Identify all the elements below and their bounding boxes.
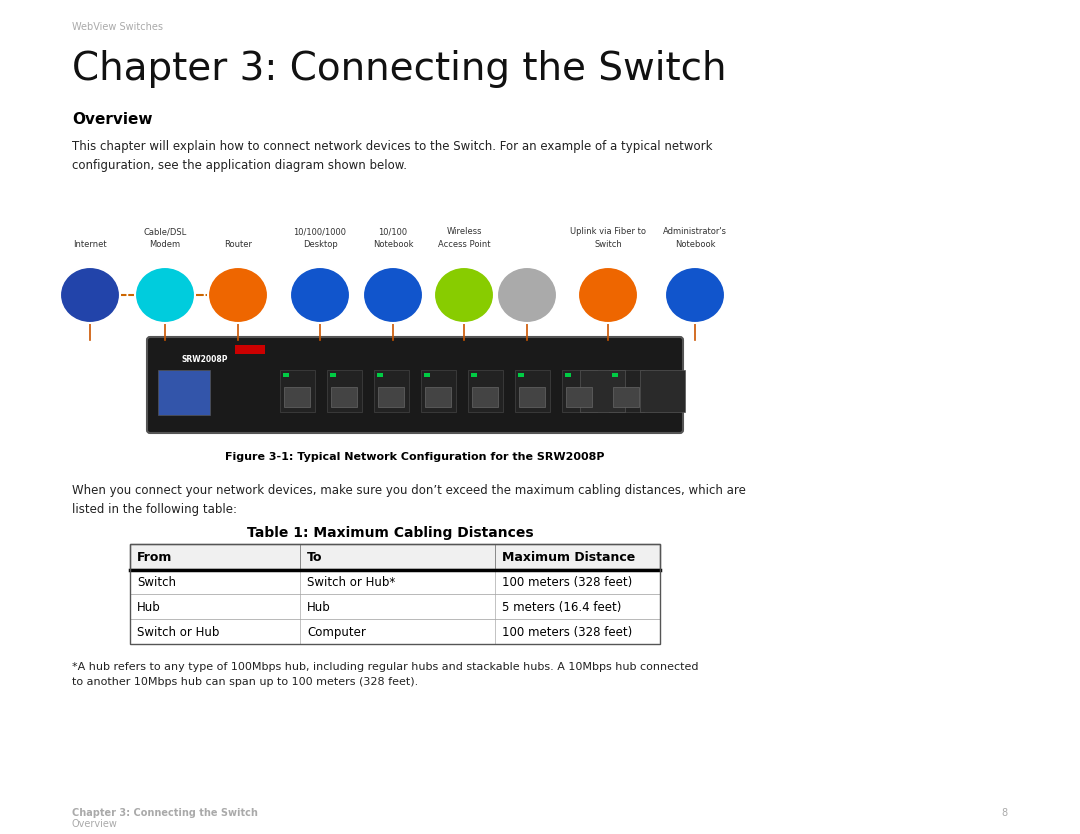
- Text: 8: 8: [1002, 808, 1008, 818]
- Ellipse shape: [665, 267, 725, 323]
- Ellipse shape: [434, 267, 494, 323]
- Text: Access Point: Access Point: [437, 240, 490, 249]
- Text: Hub: Hub: [307, 601, 330, 614]
- FancyBboxPatch shape: [147, 337, 683, 433]
- Bar: [471, 373, 477, 377]
- Text: Desktop: Desktop: [302, 240, 337, 249]
- Ellipse shape: [374, 277, 413, 314]
- Bar: [562, 370, 597, 412]
- Ellipse shape: [363, 267, 423, 323]
- Text: Modem: Modem: [149, 240, 180, 249]
- Bar: [519, 387, 545, 407]
- Text: Table 1: Maximum Cabling Distances: Table 1: Maximum Cabling Distances: [246, 526, 534, 540]
- Text: To: To: [307, 551, 323, 564]
- Text: WebView Switches: WebView Switches: [72, 22, 163, 32]
- Ellipse shape: [146, 277, 185, 314]
- Bar: [518, 373, 524, 377]
- Bar: [424, 373, 430, 377]
- Text: Internet: Internet: [73, 240, 107, 249]
- Text: Administrator's: Administrator's: [663, 227, 727, 236]
- Bar: [130, 569, 660, 594]
- Text: Notebook: Notebook: [373, 240, 414, 249]
- Bar: [280, 370, 315, 412]
- Ellipse shape: [70, 277, 109, 314]
- Text: Maximum Distance: Maximum Distance: [502, 551, 635, 564]
- Bar: [330, 373, 336, 377]
- Bar: [613, 387, 639, 407]
- Text: Notebook: Notebook: [675, 240, 715, 249]
- Text: Chapter 3: Connecting the Switch: Chapter 3: Connecting the Switch: [72, 50, 727, 88]
- Bar: [158, 370, 210, 415]
- Bar: [235, 345, 265, 354]
- Bar: [468, 370, 503, 412]
- Bar: [284, 387, 310, 407]
- Ellipse shape: [208, 267, 268, 323]
- Bar: [515, 370, 550, 412]
- Ellipse shape: [675, 277, 715, 314]
- Text: Switch or Hub*: Switch or Hub*: [307, 576, 395, 589]
- Bar: [640, 370, 685, 412]
- Bar: [130, 544, 660, 569]
- Bar: [612, 373, 618, 377]
- Text: 100 meters (328 feet): 100 meters (328 feet): [502, 576, 632, 589]
- Text: Switch: Switch: [594, 240, 622, 249]
- Bar: [374, 370, 409, 412]
- Text: From: From: [137, 551, 173, 564]
- Ellipse shape: [218, 277, 257, 314]
- Bar: [327, 370, 362, 412]
- Bar: [566, 387, 592, 407]
- Text: When you connect your network devices, make sure you don’t exceed the maximum ca: When you connect your network devices, m…: [72, 484, 746, 516]
- Bar: [426, 387, 451, 407]
- Bar: [378, 387, 404, 407]
- Bar: [130, 544, 660, 569]
- Ellipse shape: [578, 267, 638, 323]
- Text: 5 meters (16.4 feet): 5 meters (16.4 feet): [502, 601, 621, 614]
- Bar: [130, 544, 660, 644]
- Text: Wireless: Wireless: [446, 227, 482, 236]
- Text: Switch or Hub: Switch or Hub: [137, 626, 219, 639]
- Ellipse shape: [445, 277, 484, 314]
- Bar: [130, 594, 660, 619]
- Bar: [421, 370, 456, 412]
- Bar: [472, 387, 498, 407]
- Bar: [130, 619, 660, 644]
- Text: 100 meters (328 feet): 100 meters (328 feet): [502, 626, 632, 639]
- Text: Router: Router: [224, 240, 252, 249]
- Text: 10/100: 10/100: [378, 227, 407, 236]
- Bar: [377, 373, 383, 377]
- Bar: [283, 373, 289, 377]
- Bar: [330, 387, 357, 407]
- Bar: [580, 370, 625, 412]
- Text: Overview: Overview: [72, 819, 118, 829]
- Ellipse shape: [589, 277, 627, 314]
- Text: 10/100/1000: 10/100/1000: [294, 227, 347, 236]
- Ellipse shape: [497, 267, 557, 323]
- Ellipse shape: [60, 267, 120, 323]
- Text: Hub: Hub: [137, 601, 161, 614]
- Text: SRW2008P: SRW2008P: [181, 355, 228, 364]
- Text: Figure 3-1: Typical Network Configuration for the SRW2008P: Figure 3-1: Typical Network Configuratio…: [226, 452, 605, 462]
- Text: This chapter will explain how to connect network devices to the Switch. For an e: This chapter will explain how to connect…: [72, 140, 713, 172]
- Text: Uplink via Fiber to: Uplink via Fiber to: [570, 227, 646, 236]
- Bar: [609, 370, 644, 412]
- Ellipse shape: [135, 267, 195, 323]
- Bar: [565, 373, 571, 377]
- Text: Cable/DSL: Cable/DSL: [144, 227, 187, 236]
- Text: Switch: Switch: [137, 576, 176, 589]
- Text: Computer: Computer: [307, 626, 366, 639]
- Text: Overview: Overview: [72, 112, 152, 127]
- Text: Chapter 3: Connecting the Switch: Chapter 3: Connecting the Switch: [72, 808, 258, 818]
- Ellipse shape: [300, 277, 339, 314]
- Ellipse shape: [508, 277, 546, 314]
- Text: *A hub refers to any type of 100Mbps hub, including regular hubs and stackable h: *A hub refers to any type of 100Mbps hub…: [72, 662, 699, 687]
- Ellipse shape: [291, 267, 350, 323]
